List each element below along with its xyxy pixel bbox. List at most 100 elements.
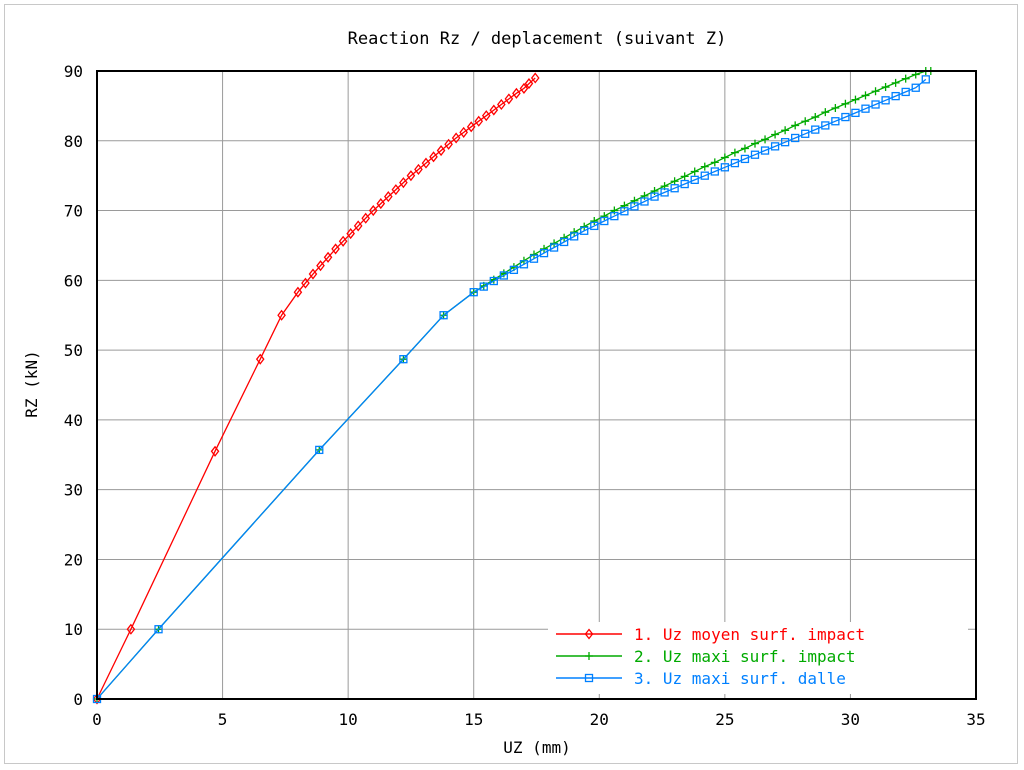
data-point	[670, 184, 679, 193]
data-point	[436, 144, 446, 157]
data-point	[474, 115, 484, 127]
series-3	[92, 75, 930, 704]
data-point	[841, 99, 850, 108]
series-layer	[92, 67, 935, 705]
data-point	[861, 91, 870, 100]
x-tick-label: 35	[966, 710, 985, 729]
data-point	[660, 188, 669, 197]
data-point	[720, 153, 729, 162]
data-point	[497, 98, 506, 111]
data-point	[801, 129, 810, 138]
data-point	[301, 277, 310, 289]
data-point	[620, 207, 629, 216]
data-point	[730, 158, 740, 168]
data-point	[126, 623, 136, 635]
data-point	[780, 138, 790, 147]
data-point	[851, 108, 860, 118]
data-point	[580, 222, 589, 231]
data-point	[831, 117, 840, 126]
y-tick-label: 70	[64, 202, 83, 221]
data-point	[504, 93, 514, 105]
y-axis-label: RZ (kN)	[22, 350, 41, 417]
data-point	[255, 353, 265, 365]
data-point	[346, 228, 355, 240]
data-point	[92, 693, 102, 705]
data-point	[881, 96, 890, 105]
data-point	[791, 133, 800, 143]
x-tick-label: 25	[715, 710, 734, 729]
y-tick-label: 10	[64, 620, 83, 639]
x-tick-label: 15	[464, 710, 483, 729]
data-point	[921, 75, 930, 84]
data-point	[550, 239, 559, 248]
series-line	[96, 78, 927, 700]
data-point	[590, 221, 599, 231]
series-1	[92, 72, 540, 705]
data-point	[308, 268, 318, 280]
data-point	[750, 139, 759, 148]
data-point	[760, 146, 770, 155]
data-point	[771, 130, 780, 139]
data-point	[861, 104, 870, 113]
data-point	[560, 233, 569, 242]
data-point	[700, 162, 709, 171]
data-point	[539, 248, 549, 258]
data-point	[680, 179, 689, 189]
plot-area-border	[96, 70, 977, 700]
data-point	[881, 83, 890, 92]
data-point	[650, 192, 659, 201]
data-point	[891, 78, 900, 87]
data-point	[901, 87, 910, 97]
data-point	[414, 163, 423, 175]
data-point	[700, 171, 709, 180]
data-point	[316, 260, 325, 272]
legend-label: 2. Uz maxi surf. impact	[634, 647, 856, 666]
data-point	[529, 250, 538, 259]
legend-label: 3. Uz maxi surf. dalle	[634, 669, 846, 688]
x-axis-label: UZ (mm)	[503, 738, 570, 757]
data-point	[391, 184, 401, 196]
data-point	[585, 652, 593, 660]
data-point	[466, 121, 476, 133]
data-point	[781, 126, 790, 135]
data-point	[610, 206, 619, 215]
data-point	[690, 167, 699, 176]
data-point	[421, 157, 431, 169]
data-point	[549, 243, 559, 252]
data-point	[406, 170, 416, 182]
data-point	[600, 212, 609, 221]
data-point	[353, 220, 363, 232]
data-point	[529, 254, 539, 263]
data-point	[740, 144, 749, 153]
y-tick-label: 0	[73, 690, 83, 709]
data-point	[911, 83, 920, 92]
data-point	[519, 82, 529, 95]
data-point	[770, 142, 780, 151]
series-line	[96, 70, 931, 700]
data-point	[570, 232, 579, 241]
data-point	[399, 355, 408, 364]
data-point	[600, 216, 609, 226]
y-tick-label: 20	[64, 550, 83, 569]
data-point	[821, 108, 830, 117]
legend-item: 3. Uz maxi surf. dalle	[556, 669, 846, 688]
data-point	[584, 673, 594, 683]
data-point	[509, 265, 519, 275]
x-tick-label: 5	[218, 710, 228, 729]
y-tick-label: 90	[64, 62, 83, 81]
x-tick-label: 0	[92, 710, 102, 729]
x-tick-label: 10	[339, 710, 358, 729]
data-point	[690, 175, 699, 185]
data-point	[481, 110, 491, 122]
data-point	[791, 121, 800, 130]
data-point	[831, 103, 840, 112]
data-point	[519, 260, 529, 269]
y-tick-label: 50	[64, 341, 83, 360]
data-point	[680, 172, 689, 181]
data-point	[499, 271, 509, 280]
data-point	[841, 112, 850, 122]
data-point	[640, 197, 649, 206]
data-point	[479, 282, 488, 291]
data-point	[293, 286, 303, 298]
data-point	[710, 158, 719, 167]
